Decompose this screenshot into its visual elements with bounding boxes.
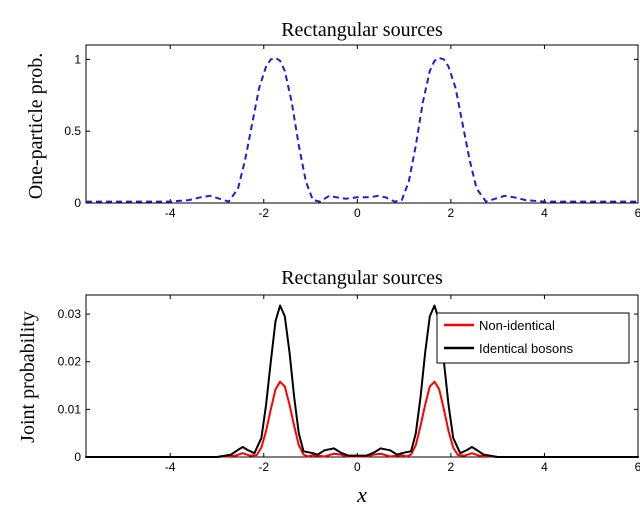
y-tick-label: 0.02 — [58, 355, 82, 369]
series-line-panel0-0 — [86, 56, 638, 203]
bottom-chart-title: Rectangular sources — [281, 267, 443, 289]
y-tick-label: 0 — [74, 196, 81, 210]
y-tick-label: 0.03 — [58, 307, 82, 321]
y-tick-label: 0.01 — [58, 402, 82, 416]
x-tick-label: 2 — [448, 206, 455, 220]
series-line-identical-bosons — [85, 304, 639, 458]
legend-label-identical-bosons: Identical bosons — [479, 341, 573, 356]
bottom-chart-ylabel: Joint probability — [17, 311, 39, 443]
y-tick-label: 0.5 — [64, 124, 81, 138]
series-line-non-identical — [85, 380, 639, 458]
x-tick-label: 4 — [541, 460, 548, 474]
top-chart-ylabel: One-particle prob. — [25, 53, 47, 200]
bottom-chart: Rectangular sources Joint probability x … — [17, 267, 640, 507]
bottom-chart-xlabel: x — [356, 482, 367, 507]
legend-label-non-identical: Non-identical — [479, 318, 555, 333]
legend: Non-identical Identical bosons — [436, 312, 630, 364]
x-tick-label: -4 — [165, 460, 176, 474]
y-tick-label: 0 — [74, 450, 81, 464]
top-plot-area — [85, 44, 639, 204]
x-tick-label: 4 — [541, 206, 548, 220]
x-tick-label: 6 — [635, 460, 640, 474]
x-tick-label: 0 — [354, 460, 361, 474]
x-tick-label: -4 — [165, 206, 176, 220]
top-chart: Rectangular sources One-particle prob. -… — [25, 19, 640, 220]
x-tick-label: -2 — [258, 460, 269, 474]
x-tick-label: -2 — [258, 206, 269, 220]
y-tick-label: 1 — [74, 52, 81, 66]
top-chart-title: Rectangular sources — [281, 19, 443, 41]
legend-box — [436, 312, 630, 364]
x-tick-label: 2 — [448, 460, 455, 474]
x-tick-label: 6 — [635, 206, 640, 220]
x-tick-label: 0 — [354, 206, 361, 220]
